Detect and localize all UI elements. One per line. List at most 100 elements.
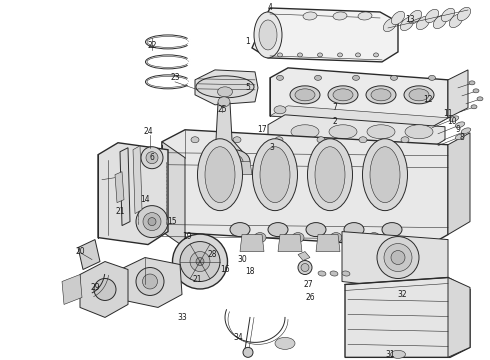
Ellipse shape [230,222,250,237]
Polygon shape [80,261,128,318]
Ellipse shape [377,237,419,279]
Text: 24: 24 [143,127,153,136]
Text: 27: 27 [303,280,313,289]
Ellipse shape [359,137,367,143]
Ellipse shape [401,137,409,143]
Ellipse shape [330,233,342,243]
Polygon shape [98,143,168,244]
Text: 11: 11 [443,109,453,118]
Ellipse shape [391,251,405,265]
Ellipse shape [143,213,161,231]
Polygon shape [298,252,310,261]
Ellipse shape [382,222,402,237]
Ellipse shape [409,89,429,101]
Ellipse shape [317,137,325,143]
Ellipse shape [457,7,471,21]
Text: 29: 29 [90,283,100,292]
Ellipse shape [408,10,422,24]
Ellipse shape [352,75,360,80]
Ellipse shape [301,264,309,271]
Ellipse shape [268,222,288,237]
Polygon shape [354,235,378,252]
Ellipse shape [391,75,397,80]
Ellipse shape [196,76,254,98]
Text: 32: 32 [397,290,407,299]
Ellipse shape [449,14,463,28]
Ellipse shape [358,12,372,20]
Ellipse shape [259,20,277,50]
Ellipse shape [146,152,158,164]
Text: 10: 10 [447,117,457,126]
Text: 22: 22 [147,41,157,50]
Ellipse shape [303,12,317,20]
Ellipse shape [461,128,471,134]
Text: 25: 25 [217,105,227,114]
Polygon shape [216,100,248,165]
Ellipse shape [342,271,350,276]
Polygon shape [345,278,470,357]
Text: 3: 3 [270,143,274,152]
Polygon shape [252,8,398,62]
Ellipse shape [404,86,434,104]
Ellipse shape [218,97,230,107]
Ellipse shape [367,125,395,139]
Ellipse shape [148,217,156,226]
Polygon shape [162,130,448,248]
Ellipse shape [191,137,199,143]
Ellipse shape [141,147,163,169]
Polygon shape [120,257,182,307]
Ellipse shape [392,11,405,24]
Polygon shape [448,278,470,357]
Ellipse shape [363,139,408,211]
Ellipse shape [218,87,232,97]
Ellipse shape [405,125,433,139]
Ellipse shape [172,234,227,289]
Ellipse shape [333,12,347,20]
Ellipse shape [328,86,358,104]
Ellipse shape [136,267,164,296]
Text: 21: 21 [115,207,125,216]
Ellipse shape [291,125,319,139]
Ellipse shape [274,106,286,114]
Text: 23: 23 [170,73,180,82]
Ellipse shape [383,18,397,32]
Ellipse shape [477,97,483,101]
Ellipse shape [94,279,116,301]
Ellipse shape [197,139,243,211]
Text: 7: 7 [333,103,338,112]
Ellipse shape [338,53,343,57]
Ellipse shape [276,75,284,80]
Ellipse shape [275,137,283,143]
Ellipse shape [277,53,283,57]
Ellipse shape [196,257,204,266]
Text: 14: 14 [140,195,150,204]
Ellipse shape [391,350,406,358]
Ellipse shape [368,233,380,243]
Ellipse shape [371,89,391,101]
Ellipse shape [473,89,479,93]
Ellipse shape [306,222,326,237]
Polygon shape [240,235,264,252]
Ellipse shape [136,206,168,238]
Ellipse shape [366,86,396,104]
Polygon shape [120,148,130,226]
Ellipse shape [433,15,447,28]
Ellipse shape [318,271,326,276]
Ellipse shape [190,252,210,271]
Ellipse shape [425,9,439,23]
Polygon shape [270,106,448,128]
Ellipse shape [428,75,436,80]
Ellipse shape [315,147,345,203]
Text: 30: 30 [237,255,247,264]
Ellipse shape [308,139,352,211]
Text: 19: 19 [182,232,192,241]
Ellipse shape [455,134,465,140]
Ellipse shape [416,16,430,30]
Polygon shape [162,142,185,248]
Text: 33: 33 [177,313,187,322]
Ellipse shape [400,17,414,31]
Polygon shape [78,239,100,270]
Text: 6: 6 [149,153,154,162]
Ellipse shape [441,8,455,22]
Ellipse shape [243,347,253,357]
